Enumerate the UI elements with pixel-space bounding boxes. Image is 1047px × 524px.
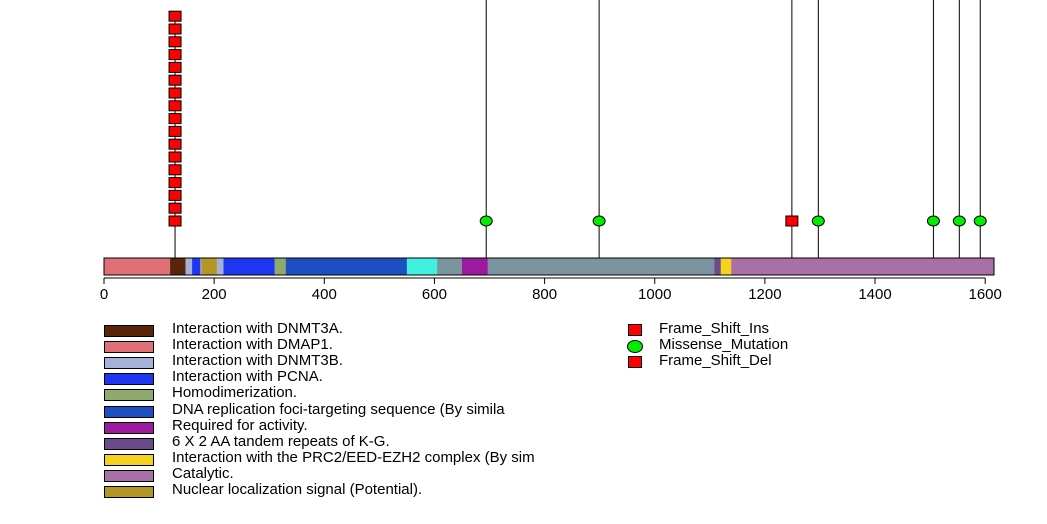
- x-tick-label: 200: [202, 286, 227, 303]
- frame-shift-del-marker: [785, 215, 799, 227]
- frame-shift-ins-marker: [168, 189, 182, 201]
- domain-segment: [461, 258, 488, 275]
- legend-swatch: [104, 486, 154, 498]
- x-tick-label: 1600: [969, 286, 1002, 303]
- frame-shift-ins-marker: [168, 177, 182, 189]
- legend-marker: [628, 356, 642, 369]
- legend-label: Required for activity.: [172, 416, 308, 434]
- missense-mutation-marker: [811, 215, 825, 227]
- protein-bar-outline: [103, 257, 995, 276]
- lollipop-plot: 0 200 400 600 800 1000 1200 1400 1600: [100, 0, 1002, 303]
- frame-shift-ins-marker: [168, 215, 182, 227]
- frame-shift-ins-marker: [168, 151, 182, 163]
- legend-label: Catalytic.: [172, 464, 234, 482]
- legend-marker: [628, 324, 642, 336]
- frame-shift-ins-marker: [168, 49, 182, 61]
- legend-label: Nuclear localization signal (Potential).: [172, 481, 423, 498]
- frame-shift-ins-marker: [168, 125, 182, 137]
- domain-segment: [437, 258, 462, 275]
- domain-segment: [185, 258, 193, 275]
- domain-segment: [274, 258, 286, 275]
- domain-segment: [285, 258, 407, 275]
- legend-swatch: [104, 421, 154, 434]
- domain-segment: [104, 258, 171, 275]
- x-tick-label: 1000: [638, 286, 671, 303]
- legend-swatch: [104, 453, 154, 466]
- missense-mutation-marker: [926, 215, 940, 227]
- frame-shift-ins-marker: [168, 36, 182, 48]
- domain-segment: [714, 258, 721, 275]
- frame-shift-ins-marker: [168, 164, 182, 176]
- missense-mutation-marker: [592, 215, 606, 227]
- domain-segment: [192, 258, 201, 275]
- legend-label: Interaction with the PRC2/EED-EZH2 compl…: [172, 448, 535, 466]
- missense-mutation-marker: [952, 215, 966, 227]
- frame-shift-ins-marker: [168, 100, 182, 112]
- frame-shift-ins-marker: [168, 61, 182, 73]
- legend-label: Homodimerization.: [172, 384, 298, 402]
- legend-swatch: [104, 373, 154, 386]
- legend-swatch: [104, 437, 154, 450]
- legend-swatch: [104, 325, 154, 337]
- domain-segment: [216, 258, 224, 275]
- domain-segment: [487, 258, 715, 275]
- frame-shift-ins-marker: [168, 202, 182, 214]
- legend-marker: [627, 340, 643, 354]
- x-tick-label: 800: [532, 286, 557, 303]
- missense-mutation-marker: [973, 215, 987, 227]
- legend-swatch: [104, 389, 154, 402]
- domain-segment: [170, 258, 186, 275]
- legend-label: Interaction with DNMT3B.: [172, 352, 343, 370]
- frame-shift-ins-marker: [168, 87, 182, 99]
- legend-label: Frame_Shift_Ins: [659, 320, 770, 337]
- frame-shift-ins-marker: [168, 23, 182, 35]
- legend-label: Missense_Mutation: [659, 336, 789, 354]
- domain-segment: [720, 258, 732, 275]
- legend-swatch: [104, 357, 154, 370]
- missense-mutation-marker: [479, 215, 493, 227]
- frame-shift-ins-marker: [168, 10, 182, 22]
- legend-label: Frame_Shift_Del: [659, 352, 772, 370]
- legend-label: Interaction with PCNA.: [172, 368, 323, 386]
- frame-shift-ins-marker: [168, 113, 182, 125]
- legend-label: Interaction with DNMT3A.: [172, 320, 343, 337]
- frame-shift-ins-marker: [168, 138, 182, 150]
- x-tick-label: 600: [422, 286, 447, 303]
- x-tick-label: 1400: [858, 286, 891, 303]
- domain-segment: [223, 258, 275, 275]
- legend-label: Interaction with DMAP1.: [172, 336, 333, 354]
- legend-swatch: [104, 469, 154, 482]
- domain-segment: [201, 258, 217, 275]
- domain-segment: [731, 258, 994, 275]
- x-tick-label: 0: [100, 286, 108, 303]
- legend-swatch: [104, 405, 154, 418]
- domain-segment: [406, 258, 438, 275]
- x-tick-label: 400: [312, 286, 337, 303]
- legend-label: DNA replication foci-targeting sequence …: [172, 400, 505, 418]
- legend-swatch: [104, 341, 154, 354]
- legend-label: 6 X 2 AA tandem repeats of K-G.: [172, 432, 390, 450]
- domain-segment: [200, 258, 202, 275]
- frame-shift-ins-marker: [168, 74, 182, 86]
- x-tick-label: 1200: [748, 286, 781, 303]
